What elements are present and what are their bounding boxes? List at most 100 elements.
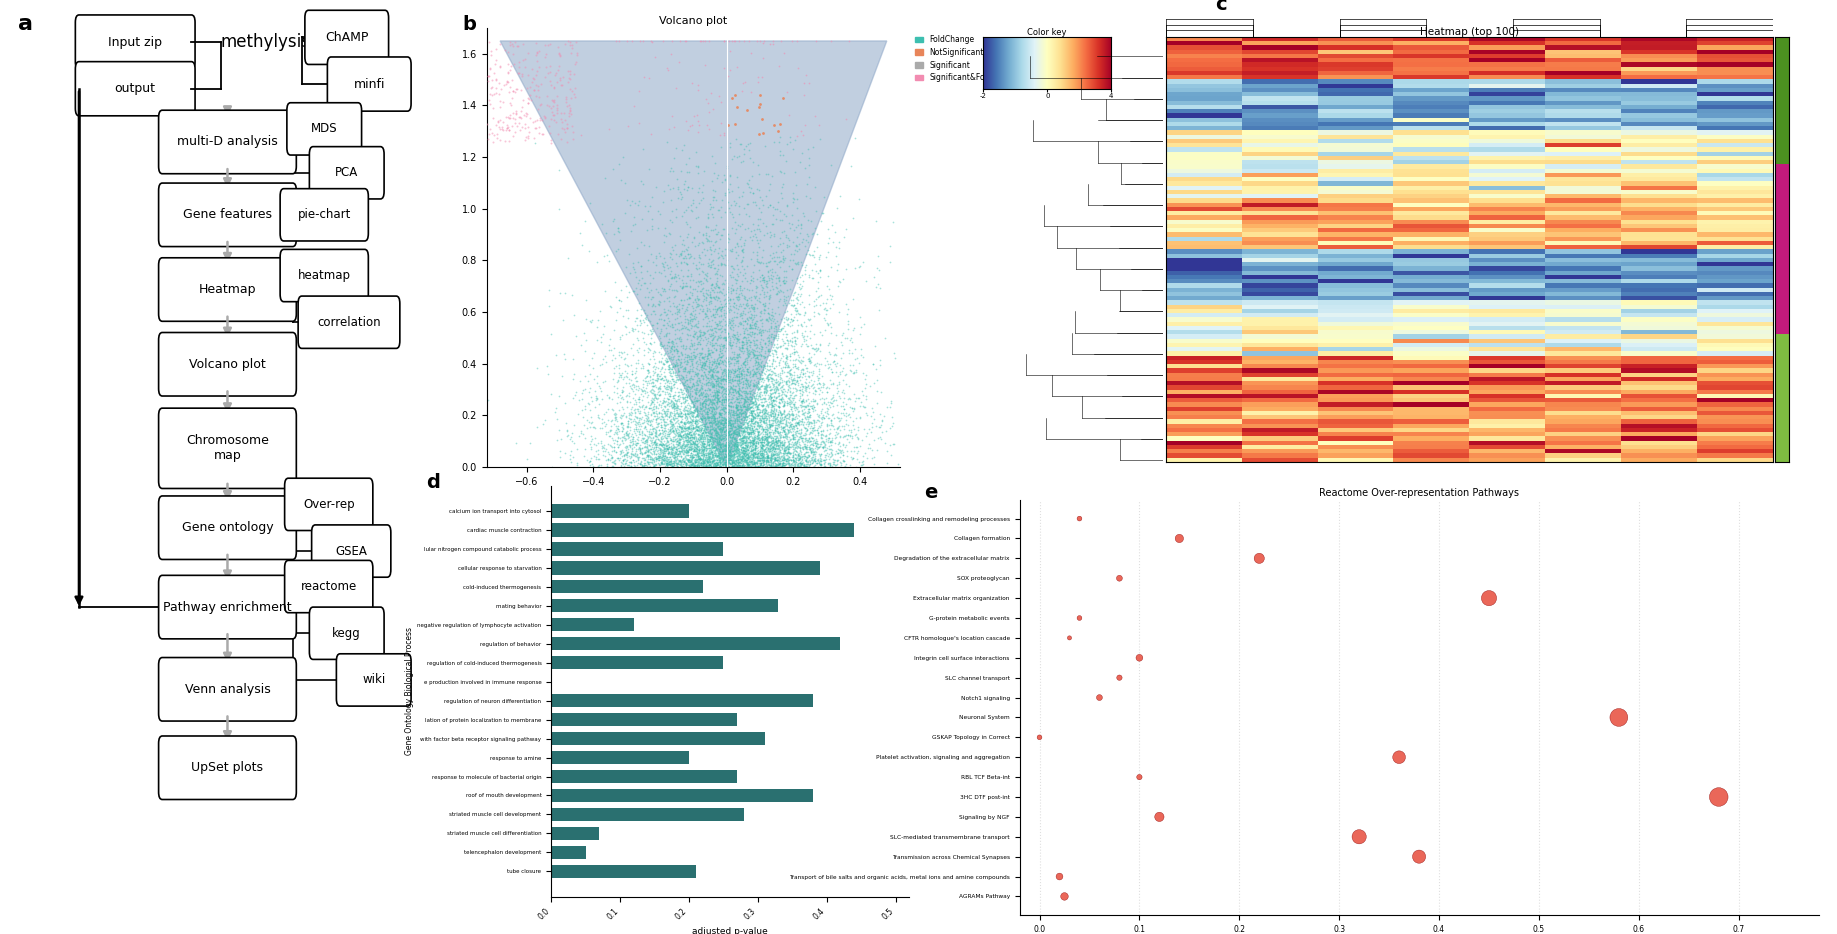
Point	[746, 385, 775, 400]
Point	[757, 458, 786, 473]
Point	[669, 446, 698, 461]
Point	[663, 191, 693, 205]
Point	[781, 427, 810, 442]
Point	[694, 443, 724, 458]
Point	[711, 373, 740, 388]
Point	[680, 350, 709, 365]
Point	[680, 436, 709, 451]
Point	[783, 303, 812, 318]
Point	[682, 401, 711, 416]
Point	[762, 424, 792, 439]
Point	[691, 450, 720, 465]
Point	[759, 364, 788, 379]
Point	[698, 413, 727, 428]
Point	[665, 456, 694, 471]
Point	[777, 434, 806, 449]
Text: multi-D analysis: multi-D analysis	[176, 135, 277, 149]
Point	[564, 406, 593, 421]
Point	[1604, 710, 1633, 725]
Point	[729, 417, 759, 432]
Point	[727, 452, 757, 467]
Point	[698, 355, 727, 370]
Point	[595, 390, 625, 405]
Point	[726, 230, 755, 245]
Point	[731, 411, 761, 426]
Point	[674, 433, 704, 448]
Point	[680, 447, 709, 462]
Point	[775, 407, 805, 422]
Point	[577, 432, 606, 446]
Point	[764, 415, 794, 430]
Point	[648, 304, 678, 319]
Point	[643, 411, 672, 426]
Point	[696, 376, 726, 391]
Point	[536, 105, 566, 120]
Point	[656, 47, 685, 62]
Point	[667, 408, 696, 423]
Point	[656, 440, 685, 455]
Point	[792, 384, 821, 399]
Point	[748, 364, 777, 379]
Title: Volcano plot: Volcano plot	[659, 16, 727, 26]
Point	[762, 336, 792, 351]
Point	[805, 453, 834, 468]
Point	[724, 441, 753, 456]
Point	[738, 448, 768, 463]
Point	[759, 117, 788, 132]
Point	[665, 426, 694, 441]
Point	[665, 426, 694, 441]
Point	[775, 459, 805, 474]
Point	[659, 445, 689, 460]
Point	[715, 433, 744, 448]
Point	[698, 102, 727, 117]
Point	[656, 227, 685, 242]
Point	[795, 351, 825, 366]
Point	[786, 281, 816, 296]
Point	[729, 394, 759, 409]
Point	[744, 453, 773, 468]
Point	[766, 408, 795, 423]
Point	[737, 413, 766, 428]
Point	[707, 329, 737, 344]
Point	[676, 404, 705, 419]
Point	[722, 282, 751, 297]
Point	[705, 428, 735, 443]
Point	[671, 430, 700, 445]
Point	[786, 364, 816, 379]
Point	[772, 425, 801, 440]
Point	[694, 453, 724, 468]
Point	[643, 453, 672, 468]
Point	[641, 432, 671, 446]
Point	[825, 364, 854, 379]
Point	[746, 440, 775, 455]
Point	[753, 457, 783, 472]
Point	[603, 450, 632, 465]
Point	[689, 426, 718, 441]
Point	[698, 148, 727, 163]
Point	[801, 435, 830, 450]
Point	[637, 386, 667, 401]
Point	[562, 441, 592, 456]
Point	[478, 88, 507, 103]
Point	[799, 386, 828, 401]
Point	[751, 413, 781, 428]
Point	[647, 434, 676, 449]
Point	[770, 426, 799, 441]
Point	[751, 435, 781, 450]
Point	[685, 350, 715, 365]
Point	[792, 431, 821, 446]
Point	[636, 335, 665, 350]
Point	[715, 437, 744, 452]
Point	[700, 261, 729, 276]
Point	[687, 274, 716, 289]
Point	[757, 403, 786, 417]
Point	[737, 446, 766, 460]
Point	[746, 426, 775, 441]
Point	[735, 425, 764, 440]
Point	[727, 428, 757, 443]
Point	[634, 297, 663, 312]
Point	[834, 407, 863, 422]
Point	[667, 191, 696, 206]
Point	[672, 425, 702, 440]
Point	[647, 371, 676, 386]
